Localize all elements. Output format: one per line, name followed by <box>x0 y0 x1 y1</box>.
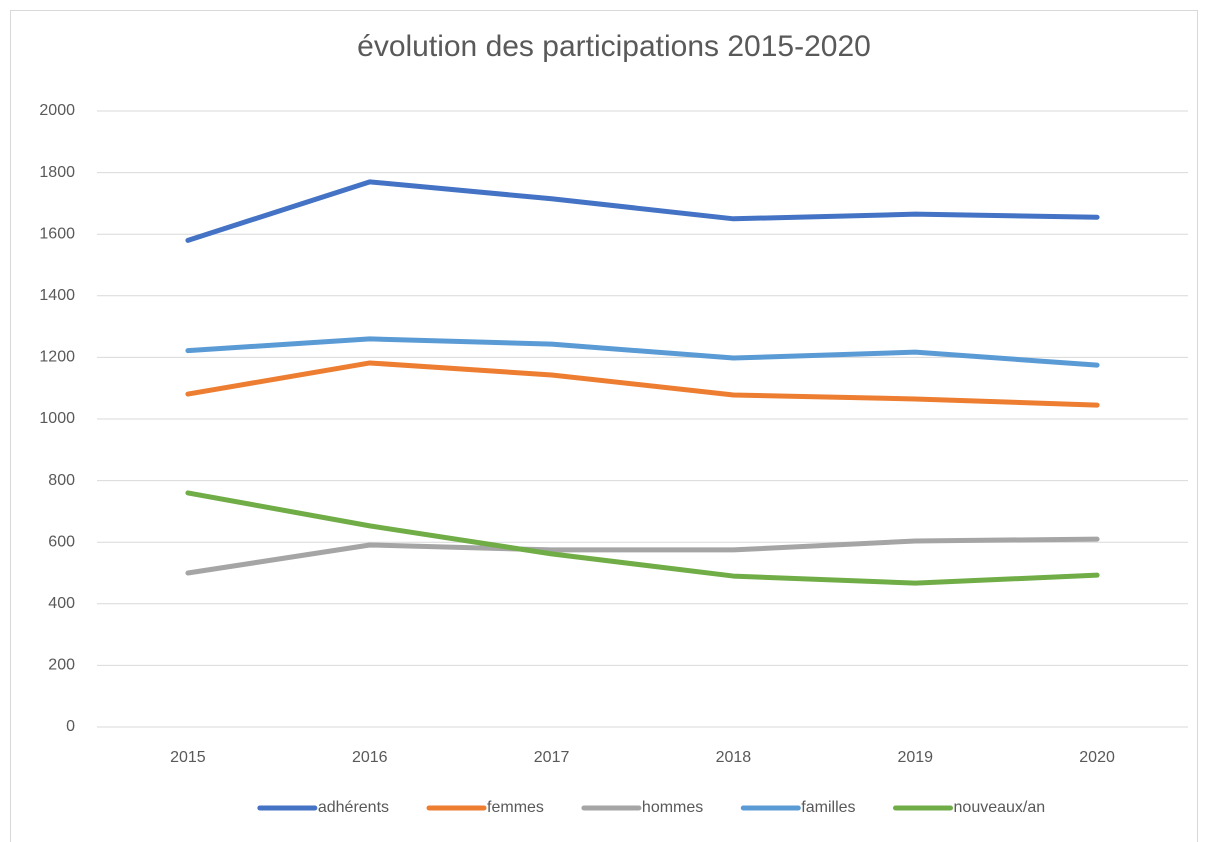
legend-label: nouveaux/an <box>954 799 1046 816</box>
series-line <box>185 360 1100 408</box>
y-tick-label: 0 <box>66 718 75 735</box>
series-line <box>185 179 1100 243</box>
y-tick-label: 800 <box>48 472 75 489</box>
y-tick-label: 400 <box>48 595 75 612</box>
y-tick-label: 1000 <box>39 410 75 427</box>
series-line <box>185 536 1100 576</box>
y-tick-label: 200 <box>48 657 75 674</box>
y-tick-label: 1600 <box>39 225 75 242</box>
chart-title: évolution des participations 2015-2020 <box>357 30 871 63</box>
chart-frame <box>10 10 1198 842</box>
x-tick-label: 2015 <box>170 749 206 766</box>
x-tick-label: 2019 <box>897 749 933 766</box>
legend-label: adhérents <box>318 799 389 816</box>
series-line <box>185 490 1100 586</box>
x-tick-label: 2016 <box>352 749 388 766</box>
y-tick-label: 1400 <box>39 287 75 304</box>
y-tick-label: 2000 <box>39 102 75 119</box>
x-tick-label: 2020 <box>1079 749 1115 766</box>
legend-label: femmes <box>487 799 544 816</box>
series-line <box>185 336 1100 368</box>
x-tick-label: 2017 <box>534 749 570 766</box>
y-tick-label: 1200 <box>39 349 75 366</box>
legend-label: hommes <box>642 799 703 816</box>
x-tick-label: 2018 <box>716 749 752 766</box>
y-tick-label: 600 <box>48 533 75 550</box>
legend-label: familles <box>801 799 855 816</box>
y-tick-label: 1800 <box>39 164 75 181</box>
